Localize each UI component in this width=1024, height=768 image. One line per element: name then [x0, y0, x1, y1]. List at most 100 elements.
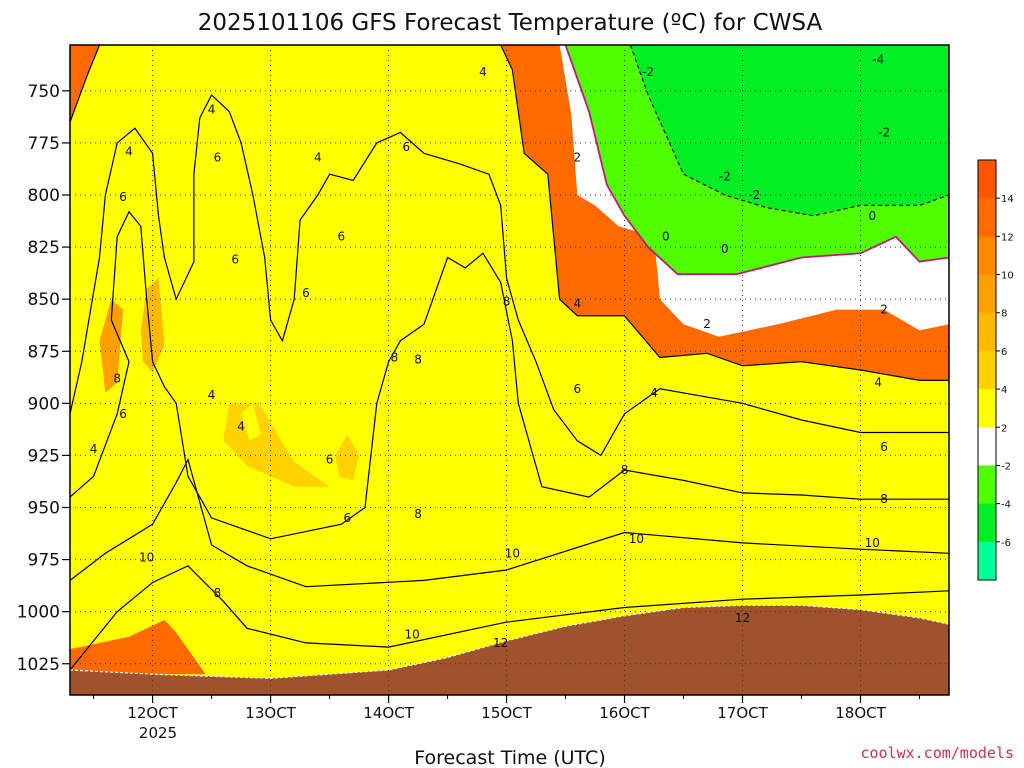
terrain-edge	[70, 604, 949, 679]
contour-label: 2	[880, 303, 888, 317]
contour-label: 2	[574, 151, 582, 165]
contour-label: 10	[505, 546, 520, 560]
contour-label: 8	[113, 371, 121, 385]
contour-label: 10	[405, 628, 420, 642]
contour-label: 6	[326, 453, 334, 467]
colorbar-swatch	[978, 198, 996, 237]
fill-12-pocket	[70, 620, 206, 675]
contour-label: 6	[119, 407, 127, 421]
contour-label: -2	[642, 65, 654, 79]
y-tick-label: 750	[28, 82, 60, 102]
x-tick-label: 15OCT	[481, 704, 532, 722]
x-tick-label: 13OCT	[245, 704, 296, 722]
contour-label: 6	[338, 230, 346, 244]
colorbar-swatch	[978, 541, 996, 581]
terrain-fill	[70, 605, 949, 695]
contour-label: 10	[629, 532, 644, 546]
contour-label: 0	[662, 230, 670, 244]
y-tick-label: 1025	[17, 655, 60, 675]
contour-label: 6	[402, 140, 410, 154]
colorbar-swatch	[978, 160, 996, 199]
colorbar-swatch	[978, 312, 996, 352]
colorbar-swatch	[978, 236, 996, 276]
contour-label: 4	[90, 442, 98, 456]
y-tick-label: 875	[28, 342, 60, 362]
credit-text[interactable]: coolwx.com/models	[860, 744, 1014, 762]
contour-label: 6	[231, 253, 239, 267]
contour-line-6	[70, 210, 949, 540]
fill-4-pocket-mid	[335, 434, 360, 481]
x-tick-year: 2025	[139, 724, 177, 742]
colorbar-swatch	[978, 389, 996, 428]
contour-label: -2	[748, 188, 760, 202]
contour-label: 6	[214, 151, 222, 165]
colorbar-swatch	[978, 503, 996, 543]
contour-label: 8	[414, 507, 422, 521]
fill-2-pocket	[241, 403, 262, 441]
fill-8-pocket-left	[99, 299, 124, 393]
contour-label: 10	[139, 551, 154, 565]
contour-label: -4	[872, 53, 884, 67]
fill-minus4b	[825, 45, 949, 116]
contour-label: 6	[343, 511, 351, 525]
contour-label: 6	[574, 382, 582, 396]
contour-label: 0	[868, 209, 876, 223]
y-tick-label: 775	[28, 134, 60, 154]
colorbar-tick-label: -4	[1001, 500, 1011, 511]
colorbar-tick-label: 6	[1001, 347, 1007, 358]
contour-label: 8	[214, 586, 222, 600]
contour-line-10	[70, 565, 949, 671]
colorbar-tick-label: 2	[1001, 423, 1007, 434]
contour-label: 6	[302, 286, 310, 300]
contour-line-4	[70, 94, 949, 457]
colorbar-tick-label: 4	[1001, 385, 1007, 396]
x-tick-label: 16OCT	[599, 704, 650, 722]
colorbar-tick-label: -6	[1001, 538, 1011, 549]
colorbar-swatch	[978, 427, 996, 466]
colorbar-tick-label: 12	[1001, 232, 1014, 243]
colorbar: 14 12 10 8 6 4 2 -2 -4 -6	[977, 159, 1014, 581]
contour-label: 4	[650, 386, 658, 400]
colorbar-swatch	[978, 350, 996, 390]
contour-label: 6	[119, 190, 127, 204]
y-tick-label: 900	[28, 394, 60, 414]
contour-line-2	[70, 45, 949, 381]
y-tick-label: 950	[28, 499, 60, 519]
contour-label: 4	[208, 388, 216, 402]
contour-label: 8	[414, 353, 422, 367]
contour-label: 12	[493, 636, 508, 650]
colorbar-tick-label: -2	[1001, 461, 1011, 472]
contour-label: -2	[878, 126, 890, 140]
contour-label: 12	[735, 611, 750, 625]
contour-label: -2	[719, 169, 731, 183]
contour-line-minus2	[629, 45, 949, 217]
x-tick-label: 12OCT	[127, 704, 178, 722]
contour-label: 8	[391, 351, 399, 365]
contour-label: 4	[125, 144, 133, 158]
contour-line-8	[70, 457, 949, 588]
y-tick-label: 850	[28, 290, 60, 310]
y-tick-label: 1000	[17, 603, 60, 623]
contour-label: 4	[479, 65, 487, 79]
x-axis-label: Forecast Time (UTC)	[414, 747, 605, 768]
contour-label: 4	[314, 151, 322, 165]
plot-frame	[69, 44, 950, 696]
colorbar-swatch	[978, 465, 996, 505]
fill-2	[70, 45, 949, 695]
y-axis: 750 775 800 825 850 875 900 925 950 975 1000 1025	[17, 82, 70, 675]
contour-label: 8	[880, 492, 888, 506]
colorbar-frame	[977, 159, 997, 581]
colorbar-tick-label: 8	[1001, 309, 1007, 320]
chart-title: 2025101106 GFS Forecast Temperature (ºC)…	[198, 10, 823, 36]
contour-label: 10	[865, 536, 880, 550]
x-axis: 12OCT 13OCT 14OCT 15OCT 16OCT 17OCT 18OCT	[93, 695, 921, 722]
contour-label: 4	[237, 419, 245, 433]
contour-fill-layer	[70, 45, 949, 695]
x-tick-label: 14OCT	[363, 704, 414, 722]
colorbar-tick-label: 10	[1001, 271, 1014, 282]
contour-label: 2	[703, 317, 711, 331]
contour-label: 0	[721, 242, 729, 256]
contour-label: 4	[208, 103, 216, 117]
contour-label: 4	[874, 376, 882, 390]
